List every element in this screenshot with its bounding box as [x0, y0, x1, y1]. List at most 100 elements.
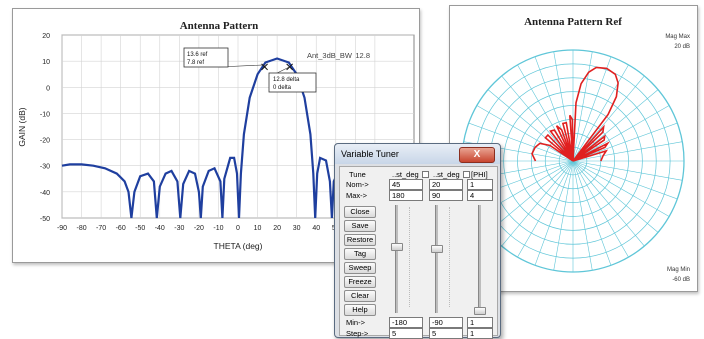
- polar-spoke: [468, 122, 574, 162]
- polar-pattern-series: [531, 66, 619, 162]
- step-input-2[interactable]: 5: [429, 328, 463, 339]
- nom-input-1[interactable]: 45: [389, 179, 423, 190]
- antenna-pattern-polar-chart: Antenna Pattern Ref Mag Max 20 dB Mag Mi…: [451, 7, 696, 290]
- tuner-body: Tune Nom-> Max-> ..st_deg ..st_deg [PHI]…: [339, 166, 498, 339]
- polar-spoke: [501, 160, 574, 247]
- column-1-checkbox[interactable]: [422, 171, 429, 178]
- column-header-3: [PHI]: [471, 170, 488, 179]
- min-input-2[interactable]: -90: [429, 317, 463, 328]
- column-2-checkbox[interactable]: [463, 171, 470, 178]
- mag-min-label: Mag Min: [667, 267, 690, 273]
- x-tick-label: 10: [254, 225, 262, 232]
- column-header-1: ..st_deg: [392, 170, 419, 179]
- y-tick-label: -50: [40, 216, 50, 223]
- polar-spoke: [517, 160, 574, 258]
- y-tick-label: 10: [42, 59, 50, 66]
- y-tick-label: -10: [40, 111, 50, 118]
- max-input-1[interactable]: 180: [389, 190, 423, 201]
- antenna-pattern-chart: Antenna Pattern -90 -80 -70 -60 -50 -40 -30 -20…: [14, 10, 418, 261]
- nom-input-3[interactable]: 1: [467, 179, 493, 190]
- legend-label: Ant_3dB_BW: [307, 51, 353, 60]
- clear-button[interactable]: Clear: [344, 290, 376, 302]
- max-input-3[interactable]: 4: [467, 190, 493, 201]
- y-tick-label: 20: [42, 33, 50, 40]
- legend-value: 12.8: [355, 51, 370, 60]
- slider-1-scale: [409, 207, 411, 307]
- column-header-2: ..st_deg: [433, 170, 460, 179]
- slider-1-track[interactable]: [395, 205, 398, 313]
- tuner-title: Variable Tuner: [341, 149, 399, 159]
- y-tick-label: -40: [40, 190, 50, 197]
- marker-2-line-1: 12.8 delta: [273, 77, 300, 83]
- x-tick-label: -50: [135, 225, 145, 232]
- close-icon[interactable]: X: [459, 147, 495, 163]
- x-tick-label: 20: [273, 225, 281, 232]
- y-tick-label: -30: [40, 164, 50, 171]
- y-tick-label: -20: [40, 138, 50, 145]
- polar-spoke: [487, 160, 574, 233]
- polar-spoke: [572, 56, 612, 162]
- polar-spoke: [572, 51, 593, 162]
- slider-3-track[interactable]: [478, 205, 481, 313]
- nom-input-2[interactable]: 20: [429, 179, 463, 190]
- polar-spoke: [572, 160, 683, 181]
- step-label: Step->: [346, 329, 369, 338]
- min-input-1[interactable]: -180: [389, 317, 423, 328]
- step-input-3[interactable]: 1: [467, 328, 493, 339]
- sweep-button[interactable]: Sweep: [344, 262, 376, 274]
- slider-2-scale: [449, 207, 451, 307]
- x-tick-label: -30: [174, 225, 184, 232]
- slider-3-thumb[interactable]: [474, 307, 486, 315]
- x-axis-label: THETA (deg): [214, 241, 263, 251]
- x-tick-label: -60: [116, 225, 126, 232]
- slider-1-thumb[interactable]: [391, 243, 403, 252]
- step-input-1[interactable]: 5: [389, 328, 423, 339]
- polar-spoke: [572, 160, 593, 271]
- mag-max-value: 20 dB: [674, 44, 690, 50]
- tag-button[interactable]: Tag: [344, 248, 376, 260]
- max-label: Max->: [346, 191, 368, 200]
- y-axis-label: GAIN (dB): [17, 107, 27, 146]
- min-label: Min->: [346, 318, 365, 327]
- polar-spoke: [572, 160, 678, 200]
- restore-button[interactable]: Restore: [344, 234, 376, 246]
- max-input-2[interactable]: 90: [429, 190, 463, 201]
- marker-1-line-2: 7.8 ref: [187, 60, 204, 66]
- close-button[interactable]: Close: [344, 206, 376, 218]
- tuner-title-bar[interactable]: Variable Tuner X: [335, 144, 500, 164]
- chart-title: Antenna Pattern: [180, 20, 259, 32]
- x-tick-label: 0: [236, 225, 240, 232]
- help-button[interactable]: Help: [344, 304, 376, 316]
- x-tick-label: -90: [57, 225, 67, 232]
- marker-callout-1: 13.6 ref 7.8 ref: [183, 47, 229, 68]
- x-tick-label: -70: [96, 225, 106, 232]
- polar-spoke: [572, 160, 612, 266]
- x-tick-label: -80: [76, 225, 86, 232]
- polar-spoke: [501, 75, 574, 162]
- save-button[interactable]: Save: [344, 220, 376, 232]
- freeze-button[interactable]: Freeze: [344, 276, 376, 288]
- mag-min-value: -60 dB: [672, 277, 690, 283]
- min-input-3[interactable]: 1: [467, 317, 493, 328]
- x-tick-label: -10: [213, 225, 223, 232]
- x-tick-label: 40: [312, 225, 320, 232]
- polar-spoke: [572, 141, 683, 162]
- marker-callout-2: 12.8 delta 0 delta: [268, 72, 317, 93]
- slider-2-track[interactable]: [435, 205, 438, 313]
- polar-spoke: [572, 160, 670, 217]
- x-tick-label: -20: [194, 225, 204, 232]
- x-tick-label: 30: [293, 225, 301, 232]
- marker-1-line-1: 13.6 ref: [187, 52, 208, 58]
- polar-spoke: [572, 122, 678, 162]
- polar-spoke: [572, 160, 645, 247]
- polar-chart-title: Antenna Pattern Ref: [524, 16, 622, 28]
- x-tick-label: -40: [155, 225, 165, 232]
- y-tick-label: 0: [46, 85, 50, 92]
- polar-spoke: [553, 160, 574, 271]
- nom-label: Nom->: [346, 180, 369, 189]
- polar-spoke: [534, 160, 574, 266]
- polar-spoke: [572, 160, 629, 258]
- tune-label: Tune: [349, 170, 366, 179]
- slider-2-thumb[interactable]: [431, 244, 443, 253]
- polar-spoke: [572, 105, 670, 162]
